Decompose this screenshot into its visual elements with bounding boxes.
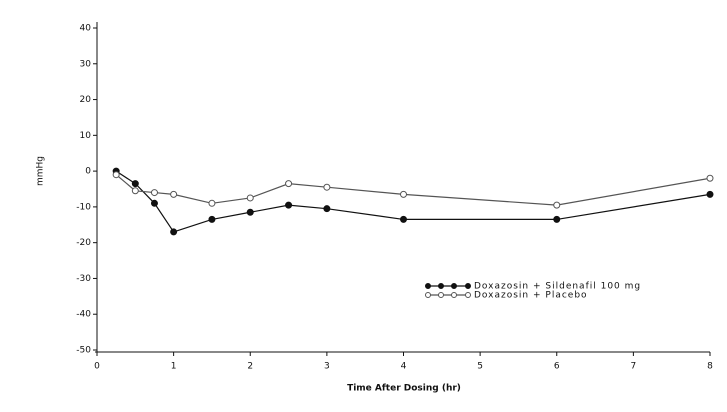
data-point (285, 180, 293, 188)
x-tick-label: 5 (477, 362, 483, 372)
x-tick-label: 8 (707, 362, 713, 372)
legend-marker (451, 292, 457, 298)
data-point (246, 208, 254, 216)
data-point (208, 199, 216, 207)
x-tick-label: 7 (631, 362, 637, 372)
data-point (170, 190, 178, 198)
data-point (246, 194, 254, 202)
series-line (115, 174, 711, 206)
legend-marker (465, 292, 471, 298)
data-point (400, 215, 407, 223)
y-tick-label: 0 (85, 167, 91, 177)
y-tick-label: 10 (80, 131, 92, 141)
data-point (323, 183, 331, 191)
data-point (706, 190, 714, 198)
y-tick-label: -50 (76, 346, 91, 356)
y-tick-label: -40 (76, 310, 91, 320)
y-tick-label: -30 (76, 274, 91, 284)
y-tick-label: 30 (80, 59, 92, 69)
legend-label: Doxazosin + Sildenafil 100 mg (474, 282, 641, 292)
legend-marker (438, 292, 444, 298)
legend-marker (438, 283, 444, 289)
x-tick-label: 6 (554, 362, 560, 372)
data-point (706, 174, 714, 182)
data-point (170, 228, 178, 236)
data-point (150, 189, 158, 197)
legend-marker (451, 283, 457, 289)
x-tick-label: 2 (247, 362, 253, 372)
data-point (208, 215, 216, 223)
legend-marker (465, 283, 471, 289)
data-point (553, 201, 561, 209)
data-point (112, 171, 120, 179)
data-point (131, 180, 139, 188)
data-point (323, 205, 331, 213)
data-point (150, 199, 158, 207)
x-tick-label: 1 (171, 362, 177, 372)
legend-label: Doxazosin + Placebo (474, 291, 588, 301)
y-axis-label: mmHg (36, 156, 46, 186)
y-tick-label: -20 (76, 238, 91, 248)
data-point (400, 190, 407, 198)
x-axis-label: Time After Dosing (hr) (347, 384, 461, 394)
legend-marker (425, 292, 431, 298)
y-tick-label: 40 (80, 24, 92, 34)
x-tick-label: 0 (94, 362, 100, 372)
legend-marker (425, 283, 431, 289)
data-point (131, 187, 139, 195)
y-tick-label: 20 (80, 95, 92, 105)
data-point (285, 201, 293, 209)
y-tick-label: -10 (76, 202, 91, 212)
x-tick-label: 4 (401, 362, 407, 372)
data-point (553, 215, 561, 223)
x-tick-label: 3 (324, 362, 330, 372)
